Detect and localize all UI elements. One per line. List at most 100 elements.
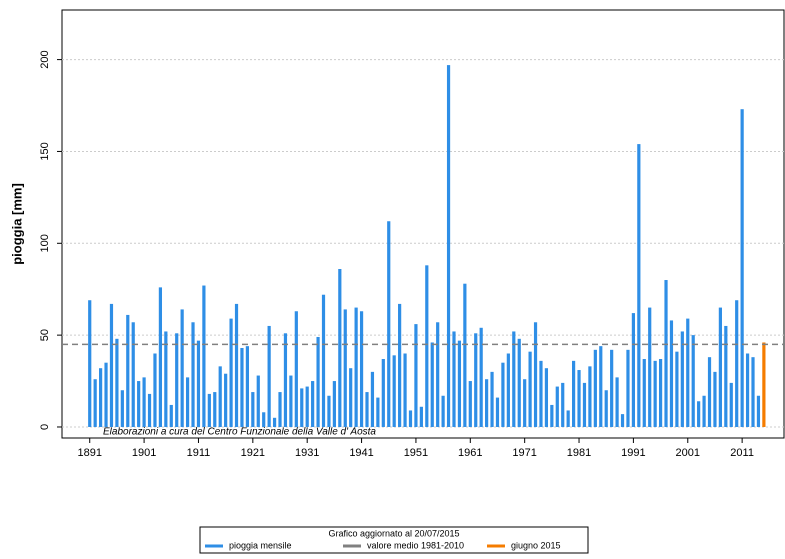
x-tick-label: 2001	[676, 447, 700, 459]
bar	[425, 265, 429, 427]
bar	[610, 349, 614, 427]
bar	[300, 388, 304, 427]
bar	[669, 320, 674, 427]
bar	[137, 381, 141, 427]
y-tick-label: 150	[39, 142, 51, 160]
bar	[408, 410, 413, 427]
bar	[517, 338, 521, 427]
bar	[99, 368, 103, 427]
bar	[490, 371, 494, 427]
legend-box	[199, 526, 589, 554]
bar	[142, 377, 146, 427]
bar	[283, 333, 288, 427]
bar	[414, 324, 418, 427]
plot-frame	[61, 9, 785, 439]
bar	[387, 221, 391, 427]
bar	[311, 381, 315, 427]
bar	[403, 353, 407, 427]
bar	[457, 340, 462, 427]
bar	[582, 382, 587, 427]
bar	[675, 351, 679, 427]
bar	[501, 362, 505, 427]
bar	[485, 379, 489, 427]
bar	[180, 309, 184, 427]
bar	[224, 373, 228, 427]
bar	[512, 331, 516, 427]
bar	[251, 392, 255, 427]
bar	[365, 392, 369, 427]
bar	[349, 368, 353, 427]
x-tick-label: 1991	[621, 447, 645, 459]
x-tick-label: 1971	[512, 447, 536, 459]
bar	[523, 379, 527, 427]
bar	[191, 322, 195, 427]
bar	[153, 353, 157, 427]
bar	[398, 303, 402, 427]
bar	[631, 313, 636, 427]
bar	[88, 300, 92, 427]
bar	[392, 355, 396, 427]
bar	[272, 417, 277, 427]
bar	[593, 349, 597, 427]
bar	[637, 144, 641, 427]
bar	[278, 392, 282, 427]
bar	[343, 309, 347, 427]
bar	[115, 338, 119, 427]
bar	[169, 404, 173, 427]
bar	[713, 371, 717, 427]
bar	[120, 390, 124, 427]
bar	[735, 300, 739, 427]
bar	[604, 390, 608, 427]
x-tick-label: 1951	[404, 447, 428, 459]
bar	[648, 307, 652, 427]
bar	[305, 386, 309, 427]
bar	[686, 318, 690, 427]
x-tick-label: 2011	[730, 447, 754, 459]
annotation: Elaborazioni a cura del Centro Funzional…	[103, 427, 376, 438]
bar	[468, 381, 472, 427]
x-tick-label: 1961	[458, 447, 482, 459]
x-tick-label: 1941	[349, 447, 373, 459]
bar	[577, 370, 581, 427]
bar	[626, 349, 630, 427]
x-tick-label: 1911	[187, 447, 211, 459]
y-axis-label: pioggia [mm]	[9, 183, 24, 265]
bar	[506, 353, 510, 427]
bar	[729, 382, 733, 427]
bar	[104, 362, 108, 427]
bar	[642, 359, 646, 427]
bar	[218, 366, 222, 427]
bar	[207, 393, 211, 427]
y-tick-label: 100	[39, 234, 51, 252]
legend-label: pioggia mensile	[229, 540, 292, 550]
bar	[359, 311, 364, 427]
bar	[185, 377, 190, 427]
bar	[495, 397, 500, 427]
bar	[321, 294, 326, 427]
bar	[724, 325, 728, 427]
bar	[550, 404, 554, 427]
bar	[289, 375, 293, 427]
legend-title: Grafico aggiornato al 20/07/2015	[328, 528, 459, 538]
bar	[653, 360, 657, 427]
bar	[213, 392, 217, 427]
bar	[131, 322, 135, 427]
bar	[452, 331, 456, 427]
bar	[419, 406, 423, 427]
bar	[164, 331, 168, 427]
bar	[718, 307, 722, 427]
bar	[745, 353, 750, 427]
legend-label: valore medio 1981-2010	[367, 540, 464, 550]
x-tick-label: 1891	[77, 447, 101, 459]
x-tick-label: 1921	[241, 447, 265, 459]
y-tick-label: 50	[39, 329, 51, 341]
bar	[762, 342, 766, 427]
bar	[544, 368, 549, 427]
bar	[588, 366, 592, 427]
bar	[327, 395, 331, 427]
bar	[561, 382, 565, 427]
bar	[234, 303, 239, 427]
bar	[332, 381, 336, 427]
bar	[316, 336, 320, 427]
bar	[528, 351, 532, 427]
